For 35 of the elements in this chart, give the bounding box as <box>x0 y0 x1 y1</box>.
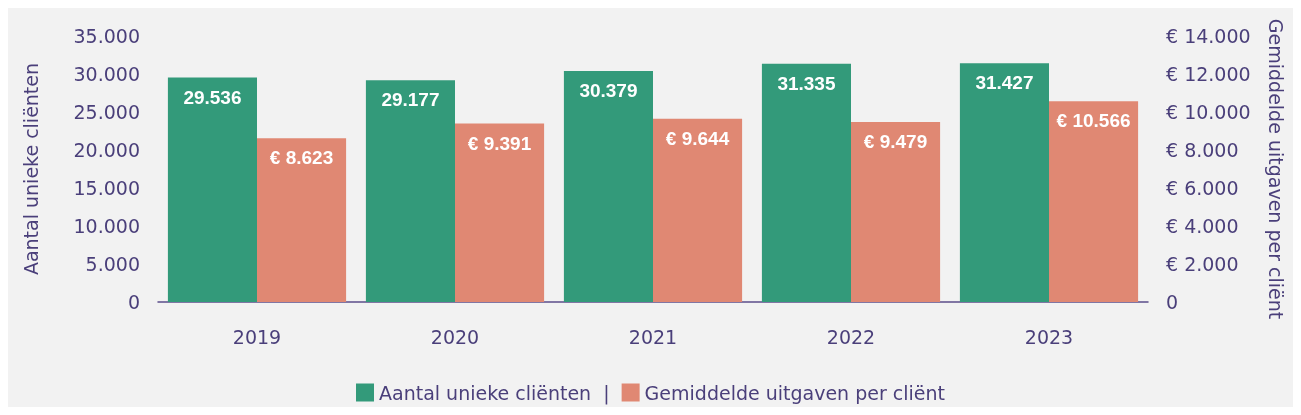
data-label: € 9.644 <box>665 127 730 149</box>
y-tick-label: 30.000 <box>73 63 140 85</box>
y2-tick-label: € 12.000 <box>1166 63 1251 85</box>
x-tick-label: 2021 <box>628 325 678 348</box>
legend-label: Gemiddelde uitgaven per cliënt <box>644 381 945 404</box>
y-tick-label: 5.000 <box>85 253 140 275</box>
y2-axis-title: Gemiddelde uitgaven per cliënt <box>1264 18 1287 320</box>
data-label: € 10.566 <box>1056 110 1131 132</box>
x-tick-label: 2022 <box>826 325 876 348</box>
data-label: 31.335 <box>777 72 836 94</box>
data-label: € 9.479 <box>863 130 928 152</box>
y-axis-title: Aantal unieke cliënten <box>19 62 42 276</box>
y2-tick-label: 0 <box>1166 291 1179 313</box>
data-label: 29.536 <box>183 86 242 108</box>
y2-tick-label: € 2.000 <box>1166 253 1239 275</box>
y-tick-label: 15.000 <box>73 177 140 199</box>
data-label: € 8.623 <box>269 147 334 169</box>
y2-tick-label: € 6.000 <box>1166 177 1239 199</box>
data-label: 30.379 <box>579 80 638 102</box>
y-tick-label: 20.000 <box>73 139 140 161</box>
y-tick-label: 25.000 <box>73 101 140 123</box>
y2-tick-label: € 10.000 <box>1166 101 1251 123</box>
y2-tick-label: € 4.000 <box>1166 215 1239 237</box>
legend-label: Aantal unieke cliënten | <box>379 381 610 405</box>
y-tick-label: 35.000 <box>73 25 140 47</box>
x-tick-label: 2020 <box>430 325 480 348</box>
y-tick-label: 0 <box>127 291 140 313</box>
x-tick-label: 2023 <box>1024 325 1074 348</box>
data-label: 31.427 <box>975 72 1034 94</box>
y2-tick-label: € 8.000 <box>1166 139 1239 161</box>
y-tick-label: 10.000 <box>73 215 140 237</box>
x-tick-label: 2019 <box>232 325 282 348</box>
y2-tick-label: € 14.000 <box>1166 25 1251 47</box>
data-label: 29.177 <box>381 89 440 111</box>
data-label: € 9.391 <box>467 132 532 154</box>
